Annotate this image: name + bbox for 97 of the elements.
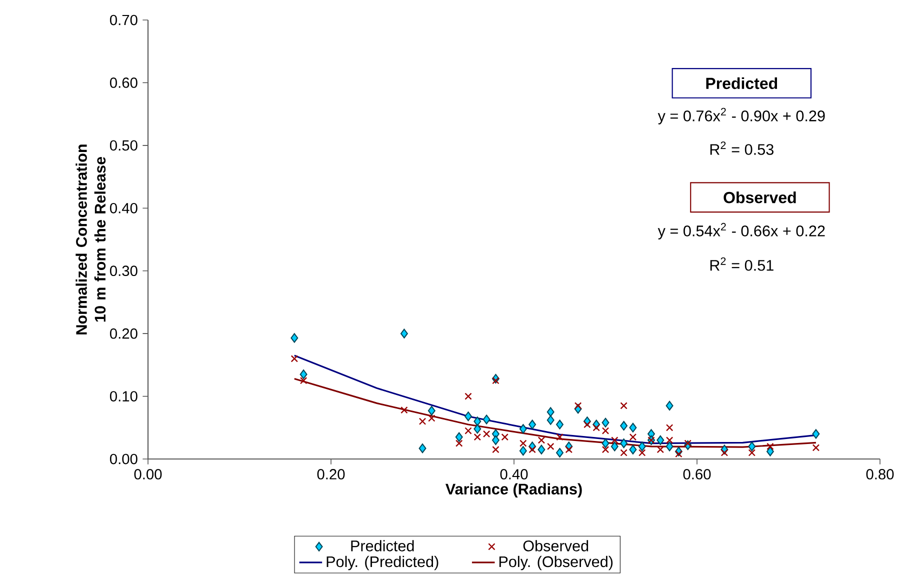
point bbox=[812, 429, 820, 439]
point bbox=[620, 402, 628, 410]
point bbox=[528, 446, 536, 454]
legend-label: Predicted bbox=[351, 540, 414, 552]
point bbox=[638, 449, 646, 456]
point bbox=[602, 427, 610, 434]
point bbox=[556, 420, 564, 430]
point bbox=[474, 416, 482, 426]
point bbox=[766, 442, 774, 450]
point bbox=[666, 436, 674, 444]
point bbox=[492, 435, 500, 445]
annotation: Predicted bbox=[706, 77, 778, 90]
y-tick-label: 0.30 bbox=[110, 266, 138, 276]
legend-label: Poly. (Observed) bbox=[499, 556, 613, 570]
point bbox=[400, 406, 408, 414]
annotation: y = 0.54x$^{2}$ - 0.66x + 0.22 bbox=[658, 222, 825, 240]
point bbox=[501, 433, 508, 441]
point bbox=[546, 442, 554, 450]
point bbox=[629, 444, 637, 454]
point bbox=[748, 442, 756, 452]
line-series bbox=[294, 378, 817, 448]
point bbox=[464, 392, 472, 400]
point bbox=[556, 448, 564, 458]
point bbox=[482, 414, 490, 424]
point bbox=[300, 370, 308, 380]
point bbox=[519, 424, 527, 434]
point bbox=[620, 420, 628, 431]
point bbox=[610, 442, 618, 452]
x-tick-label: 0.60 bbox=[683, 469, 711, 480]
point bbox=[574, 402, 582, 410]
point bbox=[428, 414, 436, 422]
point bbox=[428, 406, 436, 416]
legend-label: Poly. (Predicted) bbox=[326, 556, 438, 570]
point bbox=[418, 418, 426, 425]
point bbox=[418, 444, 426, 454]
point bbox=[400, 328, 408, 338]
point bbox=[482, 430, 490, 438]
y-tick-label: 0.60 bbox=[110, 78, 138, 88]
point bbox=[474, 433, 482, 441]
y-tick-label: 0.70 bbox=[110, 14, 138, 26]
point bbox=[656, 435, 664, 445]
point bbox=[602, 418, 610, 428]
point bbox=[455, 440, 463, 447]
point bbox=[675, 450, 682, 458]
x-tick-label: 0.40 bbox=[500, 469, 528, 480]
point bbox=[546, 407, 554, 417]
point bbox=[464, 412, 472, 422]
point bbox=[290, 355, 298, 362]
point bbox=[528, 420, 536, 430]
point bbox=[519, 446, 527, 456]
annotation: R$^{2}$ = 0.53 bbox=[710, 141, 774, 155]
y-tick-label: 0.50 bbox=[110, 140, 138, 151]
x-tick-label: 0.00 bbox=[134, 469, 162, 480]
x-axis-title: Variance (Radians) bbox=[446, 483, 582, 498]
y-tick-label: 0.20 bbox=[110, 328, 138, 339]
y-tick-label: 0.10 bbox=[110, 391, 138, 402]
point bbox=[565, 446, 573, 454]
x-tick-label: 0.80 bbox=[866, 469, 894, 480]
point bbox=[748, 449, 756, 456]
point bbox=[556, 433, 564, 441]
point bbox=[602, 438, 610, 448]
point bbox=[611, 436, 618, 444]
point bbox=[684, 440, 692, 447]
point bbox=[492, 376, 500, 384]
point bbox=[620, 449, 628, 456]
point bbox=[620, 438, 628, 448]
point bbox=[520, 440, 527, 447]
point bbox=[720, 449, 728, 456]
point bbox=[666, 442, 674, 452]
y-tick-label: 0.00 bbox=[110, 454, 138, 464]
point bbox=[638, 442, 646, 452]
point bbox=[592, 424, 600, 432]
point bbox=[492, 446, 500, 454]
x-tick-label: 0.20 bbox=[317, 469, 345, 480]
y-tick-label: 0.40 bbox=[110, 202, 138, 214]
point bbox=[538, 436, 546, 444]
annotation: R$^{2}$ = 0.51 bbox=[710, 257, 774, 271]
point bbox=[666, 400, 674, 410]
point bbox=[766, 446, 774, 456]
point bbox=[546, 415, 554, 425]
point bbox=[300, 376, 308, 384]
point bbox=[584, 420, 591, 428]
point bbox=[812, 444, 820, 452]
point bbox=[455, 432, 463, 442]
point bbox=[629, 422, 637, 432]
point bbox=[656, 446, 664, 454]
point bbox=[629, 433, 637, 441]
point bbox=[538, 444, 546, 454]
point bbox=[602, 446, 610, 454]
point bbox=[464, 427, 472, 434]
legend-label: Observed bbox=[523, 540, 588, 552]
annotation: Observed bbox=[724, 191, 796, 204]
point bbox=[474, 424, 482, 434]
annotation: y = 0.76x$^{2}$ - 0.90x + 0.29 bbox=[658, 108, 825, 124]
y-axis-title: Normalized Concentration 10 m from the Release bbox=[76, 144, 106, 334]
point bbox=[290, 333, 298, 343]
point bbox=[666, 424, 674, 432]
